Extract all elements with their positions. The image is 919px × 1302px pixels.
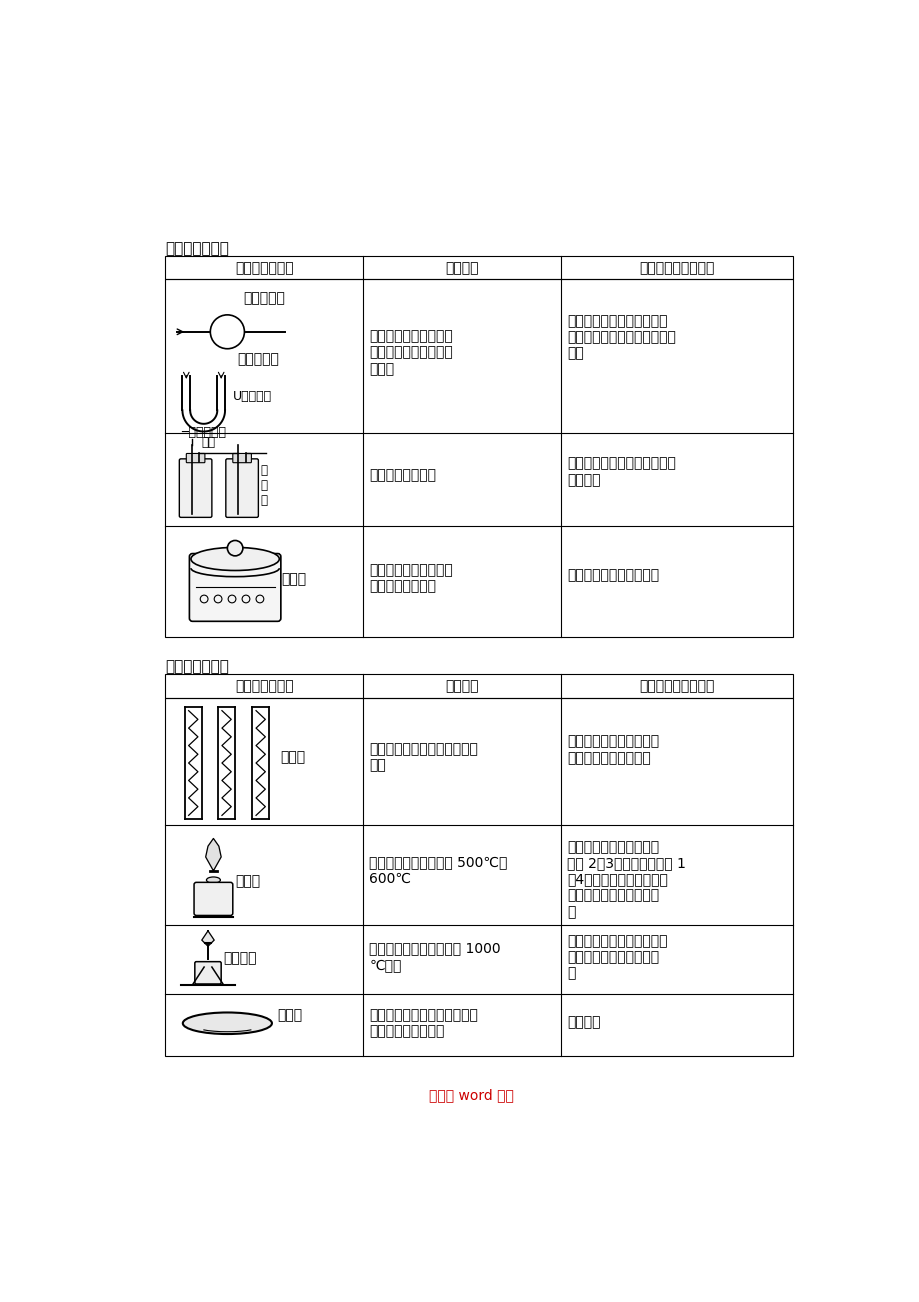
Text: 仪器图形与名称: 仪器图形与名称	[234, 680, 293, 693]
Bar	[165, 674, 792, 698]
Text: 固体干燥剂: 固体干燥剂	[243, 290, 285, 305]
Text: （四）干燥仪器: （四）干燥仪器	[165, 241, 229, 256]
Ellipse shape	[206, 878, 221, 883]
FancyBboxPatch shape	[189, 553, 280, 621]
Bar	[165, 698, 792, 1056]
Text: 用作热源，火焰温度为 500℃～
600℃: 用作热源，火焰温度为 500℃～ 600℃	[369, 855, 507, 885]
Text: 主要用途: 主要用途	[445, 680, 478, 693]
Polygon shape	[206, 838, 221, 871]
Text: 仪器图形与名称: 仪器图形与名称	[234, 260, 293, 275]
Ellipse shape	[183, 1013, 272, 1034]
Text: 酒精灯: 酒精灯	[235, 875, 260, 889]
Circle shape	[227, 540, 243, 556]
Text: 很热的物质应稍冷后放入: 很热的物质应稍冷后放入	[566, 568, 658, 582]
Text: 冷凝管: 冷凝管	[279, 750, 305, 764]
Text: 主要用途: 主要用途	[445, 260, 478, 275]
Text: 组装时管头高，和尾低，
蒸气与冷却水逆向流动: 组装时管头高，和尾低， 蒸气与冷却水逆向流动	[566, 734, 658, 764]
Text: 整理为 word 格式: 整理为 word 格式	[428, 1088, 514, 1101]
Text: 需要强热的实验用此加热。
如煤的干馏，炭还原氧化
铜: 需要强热的实验用此加热。 如煤的干馏，炭还原氧化 铜	[566, 934, 666, 980]
FancyBboxPatch shape	[195, 962, 221, 984]
Text: U形干燥管: U形干燥管	[233, 389, 272, 402]
Text: 使用方法及注意事项: 使用方法及注意事项	[639, 680, 714, 693]
FancyBboxPatch shape	[225, 458, 258, 517]
Text: 内装固体干燥剂或吸收
剂，用于干燥或吸收某
些气体: 内装固体干燥剂或吸收 剂，用于干燥或吸收某 些气体	[369, 329, 452, 376]
Bar	[165, 280, 792, 638]
Polygon shape	[201, 931, 214, 947]
Text: 不能加热: 不能加热	[566, 1016, 600, 1030]
Text: 可用作蒸发皿或烧杯的盖子，
可观察到里面的情况: 可用作蒸发皿或烧杯的盖子， 可观察到里面的情况	[369, 1008, 478, 1038]
Text: 使用方法及注意事项: 使用方法及注意事项	[639, 260, 714, 275]
Text: 球形干燥管: 球形干燥管	[237, 353, 278, 367]
Text: 注意气流方向应该长管进气，
短管出气: 注意气流方向应该长管进气， 短管出气	[566, 457, 675, 487]
Text: 所装酒精量不能超过其容
积的 2／3，但也不能少于 1
／4。加热时要用外焰。熄
灭时要用盖盖灭，不能吹
灭: 所装酒精量不能超过其容 积的 2／3，但也不能少于 1 ／4。加热时要用外焰。熄…	[566, 840, 685, 919]
Text: 洗
气
瓶: 洗 气 瓶	[260, 465, 267, 508]
FancyBboxPatch shape	[179, 458, 211, 517]
FancyBboxPatch shape	[233, 453, 251, 462]
FancyBboxPatch shape	[194, 883, 233, 915]
Text: 酒精喷灯: 酒精喷灯	[223, 952, 256, 966]
Text: 用作热源，火焰温度可达 1000
℃左右: 用作热源，火焰温度可达 1000 ℃左右	[369, 941, 500, 971]
Text: 除去气体中的杂质: 除去气体中的杂质	[369, 469, 436, 482]
Text: 干燥器: 干燥器	[281, 572, 306, 586]
Text: 表面皿: 表面皿	[278, 1008, 302, 1022]
Text: 用于存放干燥的物质或
使滴湿的物质干燥: 用于存放干燥的物质或 使滴湿的物质干燥	[369, 562, 452, 592]
Text: 要注意防止干燥剂液化和是
否失效。气流方向大口进小口
出。: 要注意防止干燥剂液化和是 否失效。气流方向大口进小口 出。	[566, 314, 675, 361]
Bar	[165, 256, 792, 280]
Text: 用于蒸馏分馏，冷凝易液化的
气体: 用于蒸馏分馏，冷凝易液化的 气体	[369, 742, 478, 772]
Ellipse shape	[191, 547, 279, 570]
Text: 进气: 进气	[200, 436, 215, 449]
FancyBboxPatch shape	[186, 453, 205, 462]
Text: （五）其它仪器: （五）其它仪器	[165, 659, 229, 674]
Text: ─固体干燥剂: ─固体干燥剂	[181, 426, 226, 439]
